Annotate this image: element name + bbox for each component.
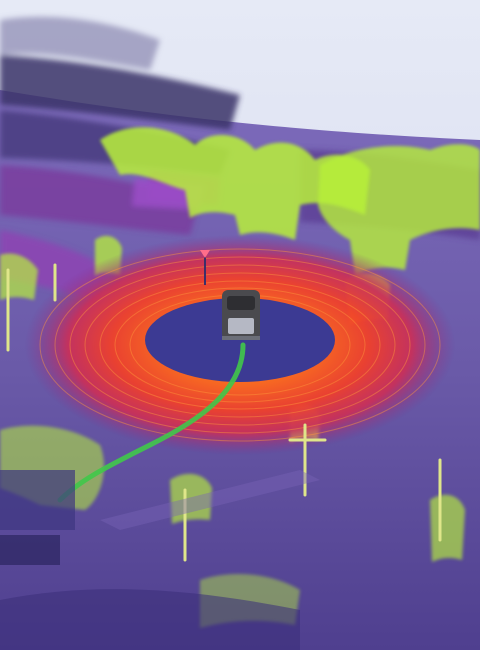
foreground-structures [0,470,320,650]
ego-vehicle [222,290,260,340]
waypoint-marker [200,250,210,285]
planned-path [57,342,246,503]
street-poles [6,263,442,562]
